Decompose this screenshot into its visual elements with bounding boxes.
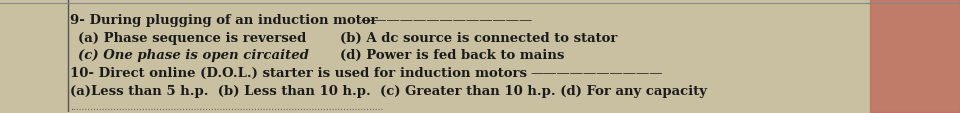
Text: 10- Direct online (D.O.L.) starter is used for induction motors: 10- Direct online (D.O.L.) starter is us…	[70, 67, 532, 80]
Text: (a) Phase sequence is reversed: (a) Phase sequence is reversed	[78, 31, 306, 44]
Text: (c) One phase is open circaited: (c) One phase is open circaited	[78, 49, 309, 62]
Text: ——————————: ——————————	[530, 67, 662, 80]
Text: 9- During plugging of an induction motor: 9- During plugging of an induction motor	[70, 14, 382, 27]
Text: (d) Power is fed back to mains: (d) Power is fed back to mains	[340, 49, 564, 62]
Text: (a)Less than 5 h.p.  (b) Less than 10 h.p.  (c) Greater than 10 h.p. (d) For any: (a)Less than 5 h.p. (b) Less than 10 h.p…	[70, 84, 707, 97]
Text: ................................................................................: ........................................…	[70, 102, 383, 111]
Text: —————————————: —————————————	[360, 14, 532, 27]
Text: (b) A dc source is connected to stator: (b) A dc source is connected to stator	[340, 31, 617, 44]
